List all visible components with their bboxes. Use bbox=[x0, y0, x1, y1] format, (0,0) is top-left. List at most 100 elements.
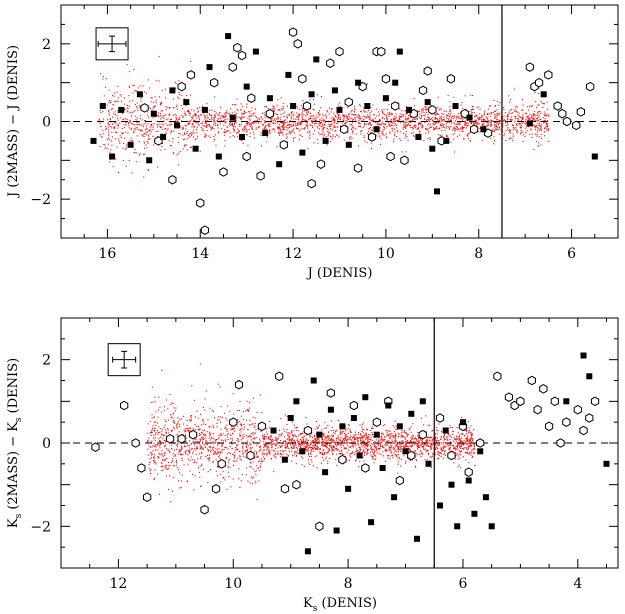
bulk-point bbox=[147, 169, 149, 171]
bulk-point bbox=[151, 417, 153, 419]
bulk-point bbox=[259, 445, 261, 447]
bulk-point bbox=[243, 429, 245, 431]
bulk-point bbox=[159, 127, 161, 129]
bulk-point bbox=[336, 441, 338, 443]
bulk-point bbox=[270, 118, 272, 120]
bulk-point bbox=[402, 431, 404, 433]
bulk-point bbox=[405, 438, 407, 440]
bulk-point bbox=[305, 439, 307, 441]
bulk-point bbox=[176, 427, 178, 429]
bulk-point bbox=[524, 120, 526, 122]
bulk-point bbox=[422, 446, 424, 448]
bulk-point bbox=[499, 122, 501, 124]
bulk-point bbox=[250, 461, 252, 463]
bulk-point bbox=[456, 438, 458, 440]
bulk-point bbox=[494, 128, 496, 130]
bulk-point bbox=[213, 140, 215, 142]
hexagon-point bbox=[428, 105, 437, 115]
bulk-point bbox=[394, 437, 396, 439]
bulk-point bbox=[439, 124, 441, 126]
bulk-point bbox=[158, 426, 160, 428]
bulk-point bbox=[538, 104, 540, 106]
bulk-point bbox=[226, 428, 228, 430]
bulk-point bbox=[197, 447, 199, 449]
bulk-point bbox=[267, 136, 269, 138]
square-point bbox=[299, 149, 306, 156]
bulk-point bbox=[303, 447, 305, 449]
bulk-point bbox=[291, 433, 293, 435]
bulk-point bbox=[432, 124, 434, 126]
square-point bbox=[526, 120, 533, 127]
bulk-point bbox=[307, 452, 309, 454]
bulk-point bbox=[349, 124, 351, 126]
bulk-point bbox=[354, 431, 356, 433]
bulk-point bbox=[265, 446, 267, 448]
bulk-point bbox=[153, 478, 155, 480]
bulk-point bbox=[367, 452, 369, 454]
bulk-point bbox=[212, 433, 214, 435]
bulk-point bbox=[410, 460, 412, 462]
bulk-point bbox=[281, 454, 283, 456]
bulk-point bbox=[165, 106, 167, 108]
bulk-point bbox=[220, 116, 222, 118]
bulk-point bbox=[378, 448, 380, 450]
bulk-point bbox=[156, 444, 158, 446]
bulk-point bbox=[346, 441, 348, 443]
bulk-point bbox=[253, 426, 255, 428]
bulk-point bbox=[536, 131, 538, 133]
bulk-point bbox=[282, 122, 284, 124]
bulk-point bbox=[116, 146, 118, 148]
bulk-point bbox=[397, 432, 399, 434]
bulk-point bbox=[269, 132, 271, 134]
bulk-point bbox=[117, 127, 119, 129]
bulk-point bbox=[486, 121, 488, 123]
bulk-point bbox=[314, 435, 316, 437]
bulk-point bbox=[432, 453, 434, 455]
bulk-point bbox=[540, 126, 542, 128]
bulk-point bbox=[253, 131, 255, 133]
bulk-point bbox=[273, 110, 275, 112]
bulk-point bbox=[350, 117, 352, 119]
bulk-point bbox=[260, 116, 262, 118]
bulk-point bbox=[384, 448, 386, 450]
bulk-point bbox=[333, 126, 335, 128]
bulk-point bbox=[183, 115, 185, 117]
bulk-point bbox=[325, 443, 327, 445]
bulk-point bbox=[184, 111, 186, 113]
bulk-point bbox=[458, 453, 460, 455]
bulk-point bbox=[264, 129, 266, 131]
bulk-point bbox=[440, 449, 442, 451]
bulk-point bbox=[543, 113, 545, 115]
bulk-point bbox=[238, 478, 240, 480]
bulk-point bbox=[108, 124, 110, 126]
bulk-point bbox=[433, 129, 435, 131]
bulk-point bbox=[205, 135, 207, 137]
square-point bbox=[160, 134, 167, 140]
bulk-point bbox=[100, 126, 102, 128]
bulk-point bbox=[426, 450, 428, 452]
bulk-point bbox=[416, 448, 418, 450]
bulk-point bbox=[283, 129, 285, 131]
bulk-point bbox=[462, 118, 464, 120]
bulk-point bbox=[293, 132, 295, 134]
bulk-point bbox=[151, 97, 153, 99]
bulk-point bbox=[303, 438, 305, 440]
bulk-point bbox=[195, 129, 197, 131]
bulk-point bbox=[231, 439, 233, 441]
bulk-point bbox=[333, 432, 335, 434]
bulk-point bbox=[228, 476, 230, 478]
bulk-point bbox=[261, 117, 263, 119]
bulk-point bbox=[305, 444, 307, 446]
bulk-point bbox=[111, 136, 113, 138]
bulk-point bbox=[418, 126, 420, 128]
bulk-point bbox=[389, 430, 391, 432]
bulk-point bbox=[274, 113, 276, 115]
bulk-point bbox=[239, 123, 241, 125]
bulk-point bbox=[314, 428, 316, 430]
bulk-point bbox=[159, 123, 161, 125]
bulk-point bbox=[395, 437, 397, 439]
bulk-point bbox=[247, 429, 249, 431]
bulk-point bbox=[186, 149, 188, 151]
bulk-point bbox=[429, 442, 431, 444]
bulk-point bbox=[525, 119, 527, 121]
